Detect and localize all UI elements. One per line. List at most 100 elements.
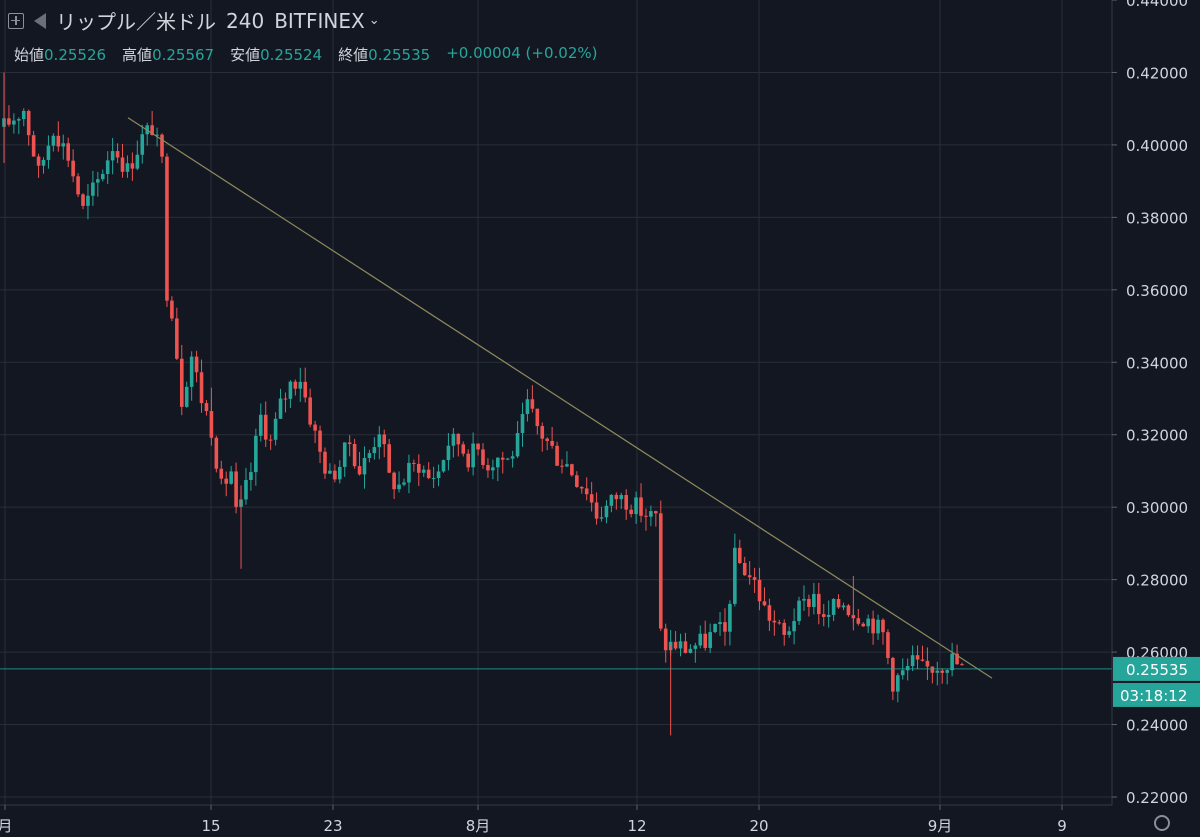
candle-body <box>728 603 732 632</box>
candle-body <box>530 399 535 409</box>
candle-body <box>713 624 717 633</box>
candle-body <box>466 453 470 468</box>
candle-body <box>816 593 821 615</box>
candle-body <box>451 433 456 446</box>
candle-body <box>407 462 411 483</box>
candle-body <box>204 403 209 412</box>
candle-body <box>412 462 416 464</box>
last-price-badge <box>1113 656 1200 681</box>
candle-body <box>199 372 204 404</box>
add-symbol-icon[interactable] <box>8 12 24 29</box>
chevron-down-icon[interactable]: ⌄ <box>368 13 380 28</box>
y-tick-label: 0.28000 <box>1126 572 1188 590</box>
candle-body <box>244 480 248 500</box>
trendline[interactable] <box>127 117 993 679</box>
candle-body <box>481 449 485 466</box>
candle-body <box>471 443 475 468</box>
candle-body <box>560 465 564 467</box>
candle-body <box>140 134 145 155</box>
candle-body <box>51 135 56 146</box>
x-tick-label: 月 <box>0 817 13 835</box>
candle-body <box>624 495 629 510</box>
candle-body <box>337 466 342 480</box>
candle-body <box>871 618 875 634</box>
candle-body <box>234 471 238 507</box>
candle-body <box>945 670 949 673</box>
candle-body <box>170 300 174 319</box>
candle-body <box>708 632 712 648</box>
candle-body <box>688 648 693 653</box>
candle-body <box>515 433 520 457</box>
candle-body <box>575 475 579 487</box>
candle-body <box>56 135 61 147</box>
candle-body <box>100 173 105 180</box>
candle-body <box>41 159 46 166</box>
candle-body <box>718 622 722 625</box>
candle-body <box>273 418 278 440</box>
symbol-name[interactable]: リップル／米ドル <box>56 10 216 34</box>
candle-body <box>525 399 530 415</box>
candle-body <box>698 633 703 646</box>
candle-body <box>925 660 930 667</box>
countdown-label: 03:18:12 <box>1120 687 1187 705</box>
candle-body <box>105 160 110 174</box>
candle-body <box>110 151 115 161</box>
candle-body <box>604 505 609 518</box>
candle-body <box>224 478 229 484</box>
interval-label[interactable]: 240 <box>226 8 265 33</box>
candle-body <box>26 110 31 136</box>
candle-body <box>920 659 925 661</box>
candle-body <box>150 125 154 136</box>
candle-body <box>733 547 737 604</box>
candle-body <box>782 622 787 635</box>
candle-body <box>372 447 377 454</box>
candle-body <box>125 163 130 172</box>
candle-body <box>476 443 480 450</box>
candle-body <box>461 444 466 454</box>
x-tick-label: 15 <box>201 817 220 835</box>
candle-body <box>658 513 663 629</box>
candle-body <box>861 623 866 627</box>
candle-body <box>342 442 347 467</box>
close-item: 終値0.25535 <box>338 44 430 65</box>
candle-body <box>86 195 90 206</box>
candle-body <box>76 176 80 195</box>
x-tick-label: 9 <box>1057 817 1067 835</box>
candle-body <box>960 664 964 666</box>
candle-body <box>644 515 648 517</box>
candle-body <box>456 433 461 445</box>
candle-body <box>866 618 870 627</box>
candle-body <box>46 145 51 160</box>
candle-body <box>742 562 747 576</box>
exchange-label[interactable]: BITFINEX <box>274 8 365 33</box>
y-tick-label: 0.34000 <box>1126 354 1188 372</box>
candle-body <box>120 157 125 172</box>
candle-body <box>298 381 303 389</box>
low-value: 0.25524 <box>260 46 323 64</box>
candle-body <box>71 160 75 177</box>
y-tick-label: 0.40000 <box>1126 137 1188 155</box>
candle-body <box>496 457 500 468</box>
countdown-badge <box>1113 682 1200 707</box>
candle-body <box>189 356 194 387</box>
y-tick-label: 0.30000 <box>1126 499 1188 517</box>
candle-body <box>629 509 633 515</box>
candle-body <box>935 670 940 673</box>
candle-body <box>540 426 545 439</box>
price-axis[interactable]: 0.220000.240000.260000.280000.300000.320… <box>1111 0 1200 807</box>
candle-body <box>436 471 441 479</box>
candle-body <box>683 641 688 653</box>
candle-body <box>91 182 95 196</box>
settings-gear-icon[interactable] <box>1154 815 1170 831</box>
candle-body <box>807 598 811 607</box>
candle-body <box>96 179 100 183</box>
time-axis[interactable]: 月 15 23 8月 12 20 9月 9 <box>0 804 1112 835</box>
y-tick-label: 0.22000 <box>1126 789 1188 807</box>
candle-body <box>115 151 120 158</box>
candle-body <box>614 494 619 500</box>
flag-icon[interactable] <box>34 12 46 29</box>
candle-body <box>214 437 219 469</box>
candle-body <box>293 381 298 389</box>
candle-body <box>61 143 66 147</box>
